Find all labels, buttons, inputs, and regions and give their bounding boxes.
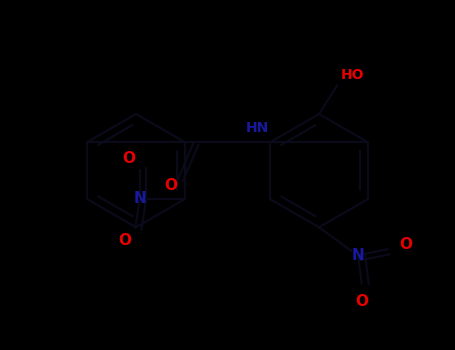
Text: HN: HN bbox=[246, 120, 269, 134]
Text: O: O bbox=[118, 233, 131, 248]
Text: HO: HO bbox=[340, 68, 364, 82]
Text: N: N bbox=[352, 248, 364, 263]
Text: O: O bbox=[165, 178, 177, 194]
Text: O: O bbox=[122, 150, 135, 166]
Text: O: O bbox=[355, 294, 368, 309]
Text: O: O bbox=[399, 237, 412, 252]
Text: N: N bbox=[133, 191, 146, 206]
